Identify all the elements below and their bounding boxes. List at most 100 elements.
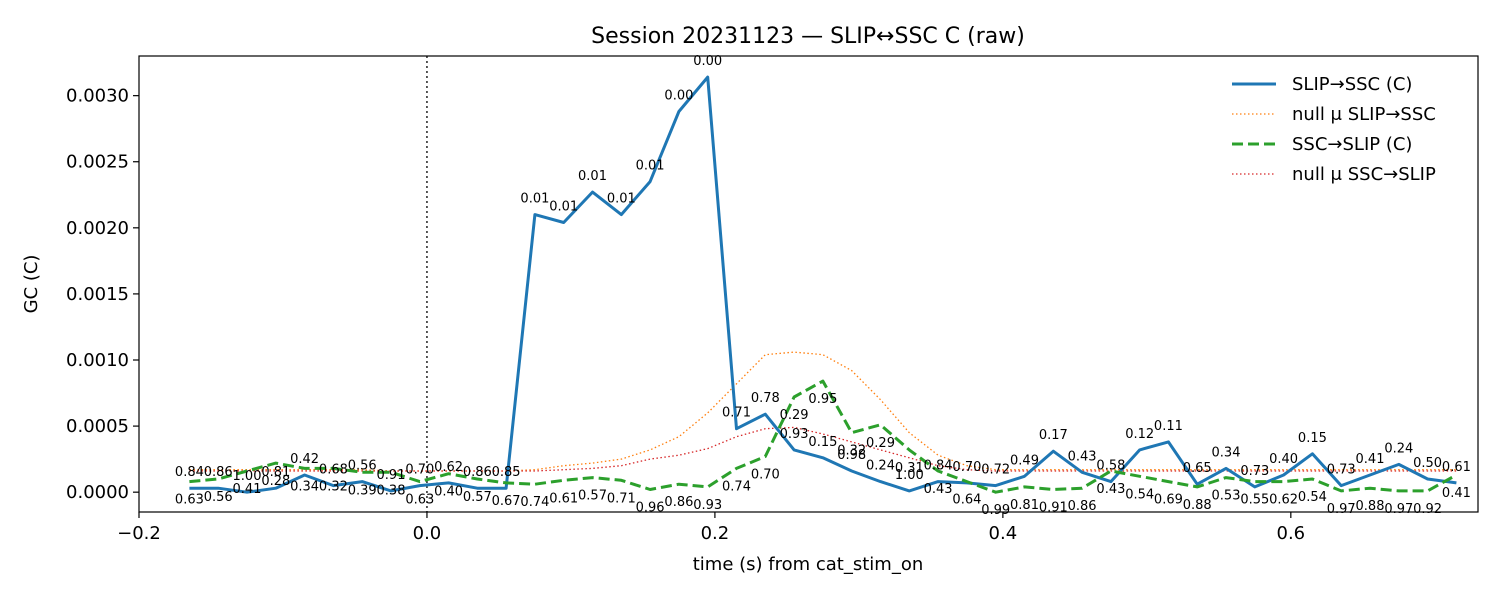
y-tick-label: 0.0010 (66, 350, 129, 371)
data-label-s2: 0.95 (808, 392, 837, 407)
data-label-s0: 0.73 (1240, 464, 1269, 479)
data-label-s2: 0.88 (1183, 498, 1212, 513)
data-label-s0: 0.41 (1356, 452, 1385, 467)
data-label-s0: 0.65 (1183, 461, 1212, 476)
data-label-s0: 0.00 (664, 89, 693, 104)
x-tick-label: 0.4 (989, 523, 1018, 544)
data-label-s0: 0.73 (1327, 463, 1356, 478)
data-label-s0: 0.58 (1096, 459, 1125, 474)
x-axis: −0.2 0.0 0.2 0.4 0.6 (117, 512, 1305, 544)
data-label-s0: 0.61 (1442, 460, 1471, 475)
data-label-s2: 0.69 (1154, 493, 1183, 508)
data-label-s0: 0.70 (952, 460, 981, 475)
data-label-s0: 0.91 (377, 468, 406, 483)
data-label-s2: 0.61 (549, 491, 578, 506)
data-label-s2: 0.86 (1068, 499, 1097, 514)
data-label-s2: 0.88 (1356, 499, 1385, 514)
data-label-s2: 0.74 (520, 495, 549, 510)
x-axis-label: time (s) from cat_stim_on (693, 554, 924, 575)
data-label-s0: 0.86 (204, 465, 233, 480)
data-label-s0: 0.00 (693, 54, 722, 69)
data-label-s0: 0.17 (1039, 428, 1068, 443)
legend-label: null μ SLIP→SSC (1292, 104, 1436, 125)
data-label-s2: 0.81 (1010, 498, 1039, 513)
data-label-s2: 0.96 (636, 501, 665, 516)
x-tick-label: −0.2 (117, 523, 161, 544)
data-label-s2: 0.63 (405, 493, 434, 508)
data-label-s2: 0.32 (319, 479, 348, 494)
data-label-s0: 0.01 (549, 200, 578, 215)
x-tick-label: 0.6 (1277, 523, 1306, 544)
series-layer (189, 75, 1458, 494)
data-label-s2: 0.39 (348, 483, 377, 498)
y-axis: 0.0000 0.0005 0.0010 0.0015 0.0020 0.0025 0.00… (66, 86, 139, 503)
data-label-s0: 0.01 (607, 192, 636, 207)
data-label-s2: 0.29 (780, 408, 809, 423)
legend-label: null μ SSC→SLIP (1292, 164, 1436, 185)
data-label-s2: 0.54 (1298, 490, 1327, 505)
y-tick-label: 0.0030 (66, 86, 129, 107)
data-label-s2: 0.62 (1269, 493, 1298, 508)
data-label-s2: 0.97 (1327, 502, 1356, 517)
data-label-s2: 0.93 (693, 498, 722, 513)
chart-title: Session 20231123 — SLIP↔SSC C (raw) (591, 24, 1025, 49)
data-label-s0: 0.24 (866, 459, 895, 474)
data-label-s2: 0.74 (722, 479, 751, 494)
y-tick-label: 0.0005 (66, 416, 129, 437)
data-label-s2: 0.54 (1125, 487, 1154, 502)
y-tick-label: 0.0000 (66, 482, 129, 503)
data-label-s0: 0.78 (751, 391, 780, 406)
legend: SLIP→SSC (C) null μ SLIP→SSC SSC→SLIP (C) n… (1232, 74, 1436, 185)
data-label-s0: 0.71 (722, 406, 751, 421)
data-label-s0: 1.00 (233, 469, 262, 484)
data-label-s2: 0.29 (866, 436, 895, 451)
data-label-s2: 0.32 (837, 444, 866, 459)
plot-area: 0.84 0.86 1.00 0.810.420.68 0.560.91 0.70 0.62… (138, 54, 1479, 518)
data-label-s2: 0.71 (607, 491, 636, 506)
data-label-s0: 0.62 (434, 460, 463, 475)
legend-label: SLIP→SSC (C) (1292, 74, 1412, 95)
data-label-s0: 0.12 (1125, 427, 1154, 442)
data-label-s0: 0.15 (808, 435, 837, 450)
data-label-s2: 0.41 (233, 482, 262, 497)
data-label-s2: 0.57 (463, 490, 492, 505)
data-label-s2: 0.43 (1096, 482, 1125, 497)
data-label-s0: 0.01 (578, 169, 607, 184)
data-label-s2: 0.28 (261, 474, 290, 489)
data-label-s0: 0.84 (924, 459, 953, 474)
data-label-s2: 0.34 (290, 479, 319, 494)
data-label-s0: 0.24 (1384, 441, 1413, 456)
data-label-s2: 0.41 (1442, 486, 1471, 501)
data-label-s0: 0.85 (492, 465, 521, 480)
data-label-s0: 0.93 (780, 427, 809, 442)
data-label-s0: 1.00 (895, 468, 924, 483)
data-label-s2: 0.55 (1240, 493, 1269, 508)
data-label-s0: 0.70 (405, 463, 434, 478)
data-label-s0: 0.56 (348, 459, 377, 474)
y-tick-label: 0.0015 (66, 284, 129, 305)
data-label-s2: 0.56 (204, 490, 233, 505)
data-label-s0: 0.49 (1010, 453, 1039, 468)
series-line-2 (189, 379, 1458, 494)
data-label-s2: 0.70 (751, 468, 780, 483)
data-label-s0: 0.68 (319, 463, 348, 478)
x-tick-label: 0.2 (701, 523, 730, 544)
data-labels-layer: 0.84 0.86 1.00 0.810.420.68 0.560.91 0.70 0.62… (175, 54, 1471, 518)
data-label-s2: 0.57 (578, 489, 607, 504)
data-label-s2: 0.99 (981, 503, 1010, 518)
data-label-s2: 0.86 (664, 495, 693, 510)
data-label-s0: 0.84 (175, 465, 204, 480)
data-label-s0: 0.50 (1413, 456, 1442, 471)
data-label-s2: 0.64 (952, 493, 981, 508)
legend-label: SSC→SLIP (C) (1292, 134, 1412, 155)
data-label-s2: 0.91 (1039, 501, 1068, 516)
data-label-s0: 0.81 (261, 465, 290, 480)
data-label-s0: 0.11 (1154, 419, 1183, 434)
y-tick-label: 0.0025 (66, 152, 129, 173)
data-label-s0: 0.01 (636, 159, 665, 174)
data-label-s0: 0.72 (981, 463, 1010, 478)
plot-frame (138, 55, 1479, 513)
data-label-s0: 0.42 (290, 452, 319, 467)
